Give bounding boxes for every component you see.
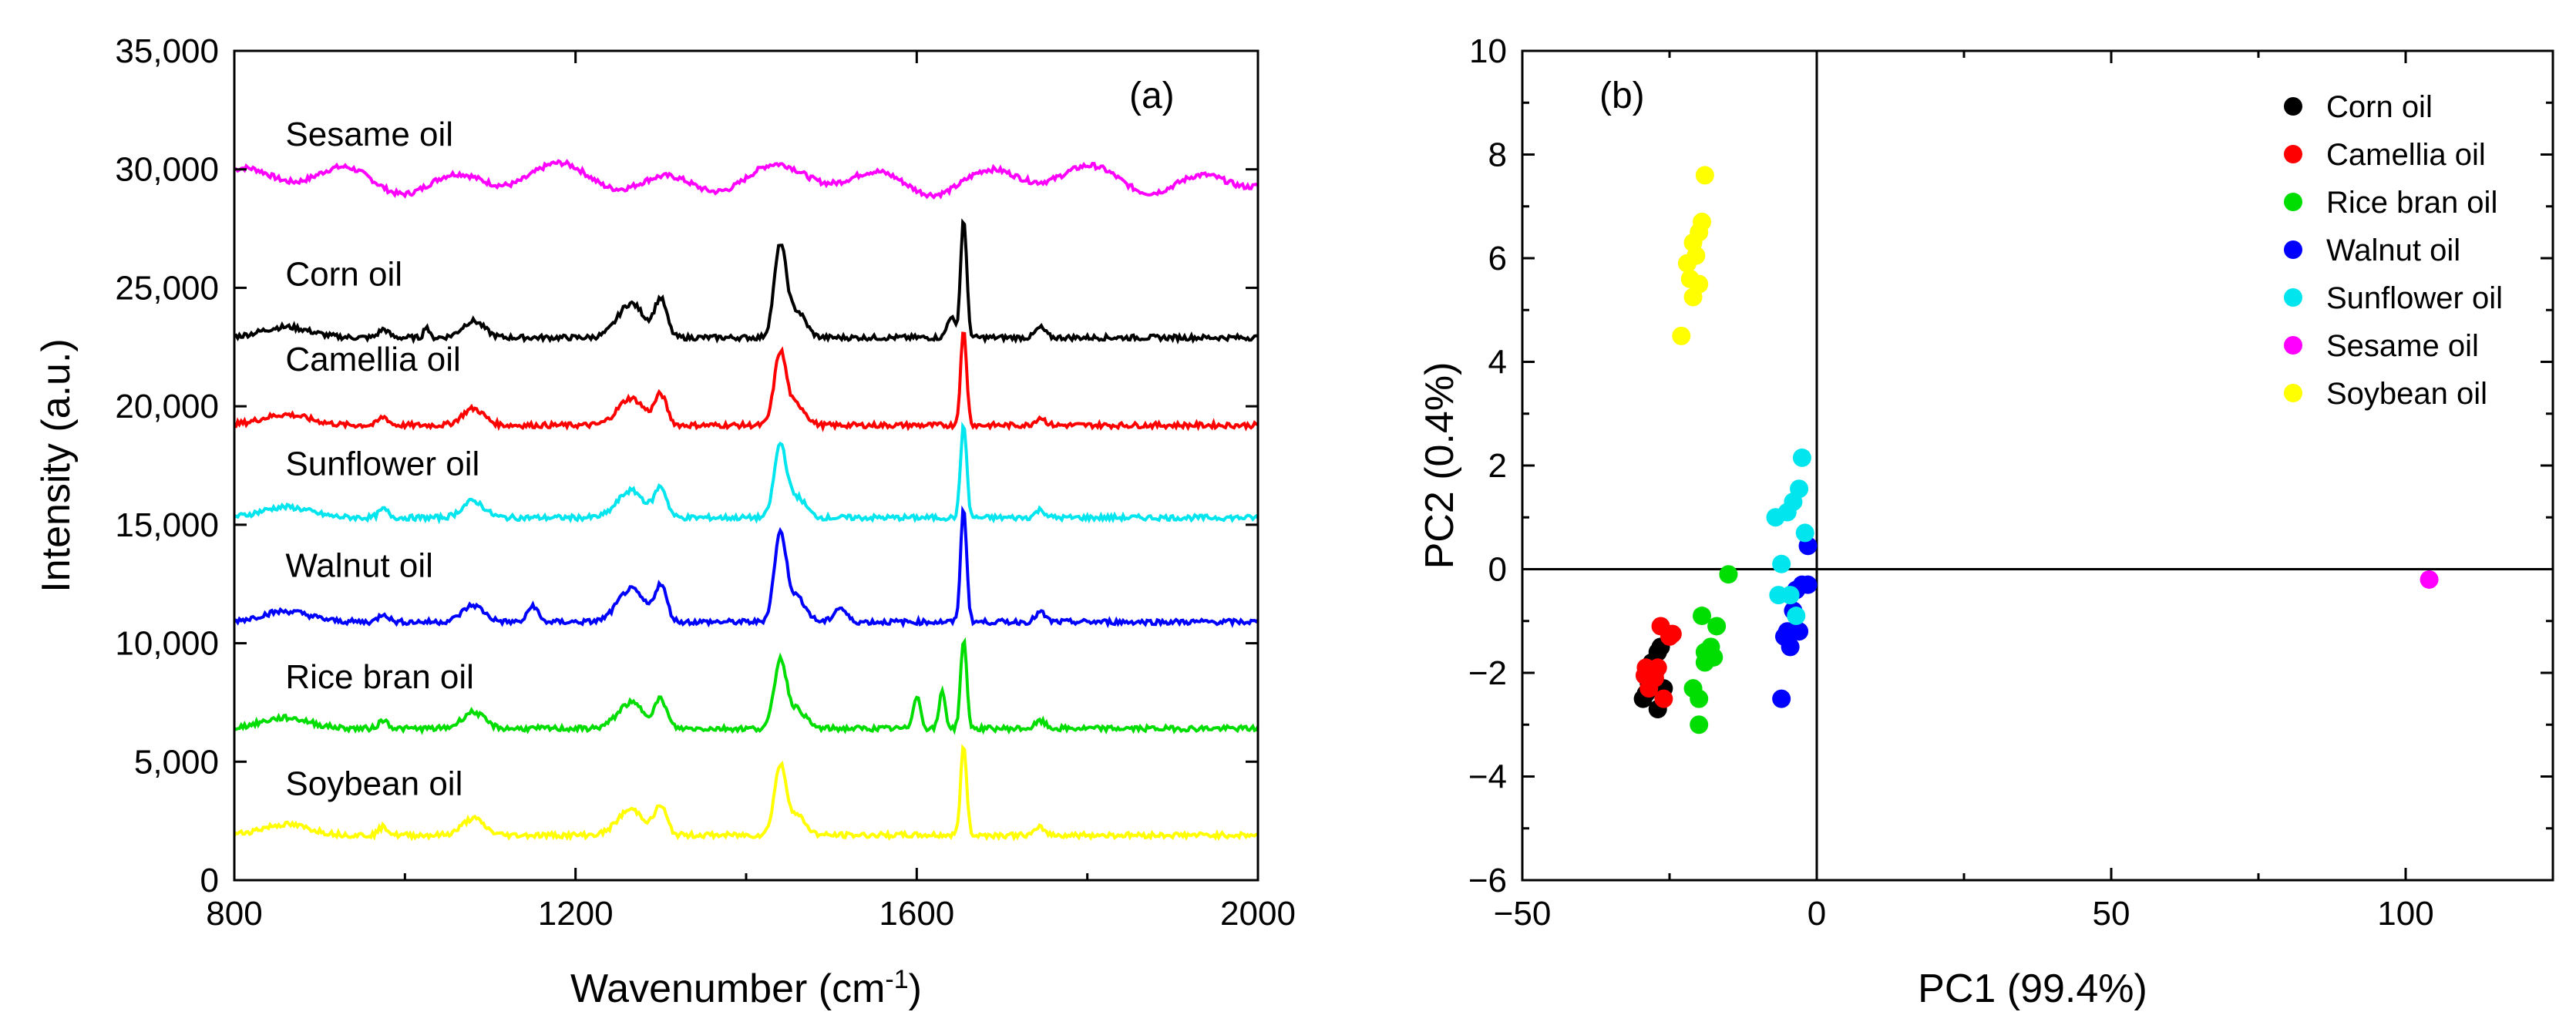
panel-b-x-tick-label: −50 — [1494, 895, 1552, 933]
panel-a-y-tick-label: 20,000 — [115, 388, 219, 425]
scatter-point-camellia-oil — [1663, 624, 1682, 644]
spectrum-label-walnut-oil: Walnut oil — [285, 546, 433, 584]
scatter-point-sunflower-oil — [1792, 448, 1811, 467]
panel-b: −50 0 50 100 −6 −4 −2 0 2 4 6 8 10 (b) PC1 (99.4%) P… — [1417, 32, 2554, 1011]
panel-a-y-tick-label: 5,000 — [134, 743, 219, 781]
scatter-point-rice-bran-oil — [1707, 617, 1727, 636]
panel-a-y-tick-label: 30,000 — [115, 151, 219, 189]
spectra-series-group: Sesame oil Corn oil Camellia oil Sunflower … — [233, 116, 1259, 842]
panel-b-y-tick-label: 2 — [1488, 447, 1507, 485]
spectrum-label-sesame-oil: Sesame oil — [285, 116, 453, 153]
panel-a-x-tick-label: 1200 — [538, 895, 614, 933]
scatter-point-soybean-oil — [1672, 326, 1691, 345]
panel-b-legend: Corn oil Camellia oil Rice bran oil Walnut … — [2284, 90, 2503, 411]
spectrum-line-rice-bran-oil — [234, 637, 1259, 735]
scatter-point-sunflower-oil — [1787, 607, 1806, 626]
scatter-point-soybean-oil — [1693, 212, 1712, 231]
panel-a-label: (a) — [1129, 76, 1175, 116]
panel-b-x-tick-label: 100 — [2377, 895, 2433, 933]
legend-label-rice-bran-oil: Rice bran oil — [2326, 186, 2497, 220]
scatter-point-walnut-oil — [1772, 689, 1791, 708]
legend-marker-camellia-oil — [2284, 145, 2302, 163]
legend-label-walnut-oil: Walnut oil — [2326, 234, 2460, 267]
panel-a-frame — [233, 49, 1259, 882]
scatter-point-rice-bran-oil — [1693, 607, 1712, 626]
panel-a-y-tick-label: 10,000 — [115, 625, 219, 663]
legend-label-sunflower-oil: Sunflower oil — [2326, 281, 2503, 315]
panel-b-y-tick-label: 0 — [1488, 551, 1507, 589]
panel-b-y-tick-label: −4 — [1468, 758, 1507, 796]
panel-a-x-tick-label: 800 — [206, 895, 262, 933]
spectrum-label-soybean-oil: Soybean oil — [285, 765, 462, 802]
scatter-point-camellia-oil — [1654, 689, 1673, 708]
scatter-point-sunflower-oil — [1790, 479, 1809, 499]
scatter-point-walnut-oil — [1774, 627, 1794, 646]
panel-b-y-tick-label: 10 — [1469, 32, 1507, 70]
scatter-point-camellia-oil — [1635, 666, 1654, 685]
legend-label-corn-oil: Corn oil — [2326, 90, 2433, 124]
panel-b-ticks: −50 0 50 100 −6 −4 −2 0 2 4 6 8 10 — [1468, 32, 2553, 933]
spectrum-line-walnut-oil — [234, 505, 1259, 629]
legend-marker-sesame-oil — [2284, 336, 2302, 355]
scatter-point-sunflower-oil — [1781, 586, 1800, 605]
scatter-point-rice-bran-oil — [1690, 689, 1709, 708]
scatter-point-rice-bran-oil — [1695, 653, 1714, 672]
panel-a: Sesame oil Corn oil Camellia oil Sunflower … — [34, 32, 1296, 1011]
panel-b-y-tick-label: 6 — [1488, 240, 1507, 277]
panel-a-x-axis-title: Wavenumber (cm-1) — [570, 965, 922, 1011]
scatter-points-group — [1633, 166, 2439, 735]
panel-b-y-tick-label: −6 — [1468, 862, 1507, 899]
spectrum-line-sesame-oil — [234, 159, 1259, 200]
panel-b-x-tick-label: 0 — [1808, 895, 1826, 933]
spectrum-label-camellia-oil: Camellia oil — [285, 341, 460, 378]
scatter-point-soybean-oil — [1680, 269, 1700, 288]
panel-a-y-tick-label: 25,000 — [115, 269, 219, 307]
scatter-point-sesame-oil — [2420, 570, 2439, 589]
legend-marker-soybean-oil — [2284, 384, 2302, 402]
spectrum-line-corn-oil — [234, 218, 1259, 345]
spectrum-label-rice-bran-oil: Rice bran oil — [285, 658, 474, 696]
scatter-point-walnut-oil — [1790, 622, 1809, 641]
scatter-point-walnut-oil — [1798, 575, 1818, 594]
panel-a-y-tick-label: 15,000 — [115, 506, 219, 544]
panel-b-x-axis-title: PC1 (99.4%) — [1918, 966, 2147, 1011]
spectrum-line-camellia-oil — [234, 331, 1259, 433]
scatter-point-soybean-oil — [1695, 166, 1714, 185]
legend-label-camellia-oil: Camellia oil — [2326, 138, 2486, 172]
scatter-point-corn-oil — [1648, 643, 1667, 662]
legend-label-soybean-oil: Soybean oil — [2326, 377, 2487, 411]
panel-a-y-tick-label: 35,000 — [115, 32, 219, 70]
panel-a-y-axis-title: Intensity (a.u.) — [34, 338, 79, 592]
panel-b-y-tick-label: −2 — [1468, 654, 1507, 692]
legend-marker-corn-oil — [2284, 97, 2302, 116]
legend-label-sesame-oil: Sesame oil — [2326, 329, 2479, 363]
panel-b-y-tick-label: 4 — [1488, 344, 1507, 382]
panel-b-frame — [1521, 49, 2554, 882]
spectrum-label-corn-oil: Corn oil — [285, 255, 402, 293]
panel-b-x-tick-label: 50 — [2093, 895, 2130, 933]
spectrum-line-sunflower-oil — [233, 422, 1259, 525]
spectrum-label-sunflower-oil: Sunflower oil — [285, 445, 479, 482]
panel-a-x-tick-label: 1600 — [879, 895, 954, 933]
panel-b-y-tick-label: 8 — [1488, 136, 1507, 174]
scatter-point-rice-bran-oil — [1690, 715, 1709, 735]
spectrum-line-soybean-oil — [233, 744, 1259, 842]
legend-marker-rice-bran-oil — [2284, 193, 2302, 211]
panel-a-y-tick-label: 0 — [200, 862, 219, 899]
scatter-point-rice-bran-oil — [1719, 565, 1738, 584]
scatter-point-sunflower-oil — [1795, 523, 1814, 543]
legend-marker-sunflower-oil — [2284, 288, 2302, 307]
scatter-point-sunflower-oil — [1772, 554, 1791, 573]
legend-marker-walnut-oil — [2284, 240, 2302, 259]
panel-b-y-axis-title: PC2 (0.4%) — [1417, 362, 1462, 570]
panel-b-label: (b) — [1599, 76, 1645, 116]
panel-a-x-tick-label: 2000 — [1220, 895, 1296, 933]
